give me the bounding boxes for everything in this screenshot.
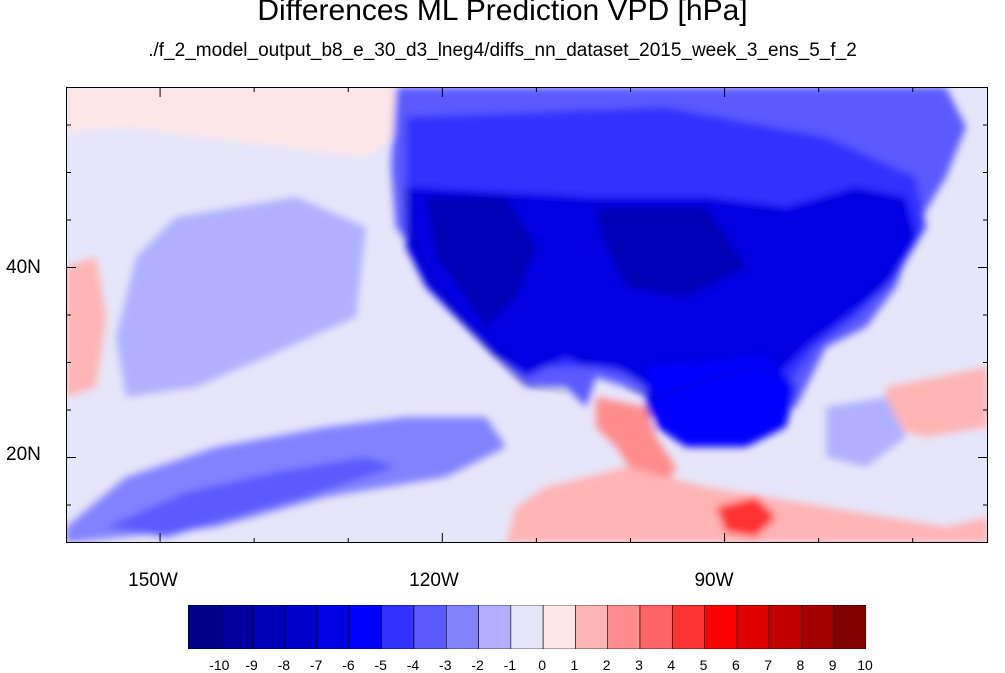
lon-label-120w: 120W	[409, 570, 459, 591]
colorbar-swatch	[607, 604, 641, 650]
figure-subtitle: ./f_2_model_output_b8_e_30_d3_lneg4/diff…	[148, 40, 857, 61]
colorbar-tick-label: 10	[857, 657, 873, 673]
colorbar-tick-label: -7	[309, 657, 323, 673]
colorbar-swatch	[381, 604, 415, 650]
colorbar-swatch	[671, 604, 705, 650]
colorbar-swatch	[801, 604, 835, 650]
gulf-of-mexico-blue	[646, 357, 796, 447]
lon-label-90w: 90W	[694, 570, 734, 591]
colorbar-tick-label: -3	[439, 657, 452, 673]
colorbar-tick-label: 8	[796, 657, 805, 673]
vpd-difference-map	[66, 87, 988, 543]
colorbar-tick-label: -6	[342, 657, 355, 673]
caribbean-light-blue	[826, 397, 906, 467]
usa-darkest-blue	[426, 197, 536, 327]
lon-label-150w: 150W	[128, 570, 178, 591]
pacific-pink-region-2	[66, 257, 106, 397]
pacific-light-blue	[116, 197, 366, 397]
colorbar-tick-label: -8	[277, 657, 291, 673]
colorbar-swatch	[219, 604, 253, 650]
colorbar-swatch	[445, 604, 479, 650]
colorbar-tick-label: 1	[570, 657, 579, 673]
colorbar-tick-label: -10	[209, 657, 230, 673]
colorbar-swatch	[542, 604, 576, 650]
axis-ticks	[66, 87, 988, 543]
colorbar-tick-label: 2	[602, 657, 611, 673]
pacific-pink-region	[66, 87, 406, 157]
figure-title: Differences ML Prediction VPD [hPa]	[257, 0, 748, 27]
colorbar-swatch	[349, 604, 383, 650]
east-atlantic-pink	[886, 367, 988, 437]
colorbar-tick-label: -2	[471, 657, 484, 673]
colorbar-tick-label: 3	[635, 657, 643, 673]
pacific-blue-band-dark	[106, 457, 396, 537]
colorbar-swatch	[833, 604, 867, 650]
coastlines	[405, 186, 797, 398]
colorbar-swatch	[510, 604, 544, 650]
central-america-red	[716, 497, 776, 537]
colorbar-tick-label: 9	[828, 657, 837, 673]
colorbar-swatch	[736, 604, 770, 650]
colorbar-swatch	[187, 604, 221, 650]
colorbar-tick-label: -5	[374, 657, 387, 673]
colorbar-swatch	[316, 604, 350, 650]
colorbar-tick-label: 6	[731, 657, 740, 673]
colorbar-swatch	[478, 604, 512, 650]
colorbar-tick-label: -1	[503, 657, 517, 673]
lat-label-20n: 20N	[6, 444, 41, 465]
central-plains-dark-blue	[596, 207, 746, 297]
colorbar-tick-label: 7	[764, 657, 773, 673]
colorbar-swatch	[413, 604, 447, 650]
colorbar-swatch	[284, 604, 318, 650]
colorbar	[187, 604, 867, 650]
colorbar-tick-label: 5	[699, 657, 708, 673]
mexico-pink	[596, 397, 676, 487]
colorbar-tick-label: -9	[245, 657, 258, 673]
colorbar-tick-label: 0	[538, 657, 547, 673]
colorbar-tick-label: -4	[406, 657, 420, 673]
colorbar-swatch	[639, 604, 673, 650]
colorbar-swatch	[704, 604, 738, 650]
colorbar-tick-label: 4	[667, 657, 676, 673]
colorbar-swatch	[252, 604, 286, 650]
colorbar-swatch	[575, 604, 609, 650]
lat-label-40n: 40N	[6, 257, 41, 278]
colorbar-swatch	[768, 604, 802, 650]
